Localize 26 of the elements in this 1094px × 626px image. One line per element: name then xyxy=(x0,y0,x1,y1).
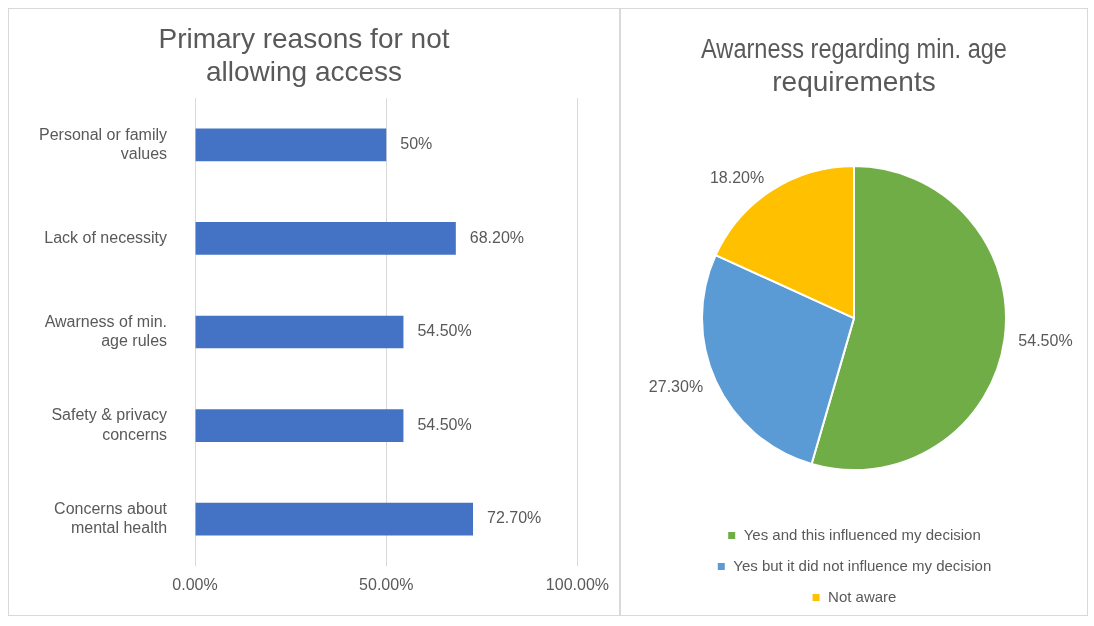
bar xyxy=(195,502,474,536)
x-tick-label: 0.00% xyxy=(172,575,218,593)
bar xyxy=(195,128,387,162)
legend-label: Yes and this influenced my decision xyxy=(743,525,981,543)
data-label: 68.20% xyxy=(469,228,525,246)
bar xyxy=(195,409,404,442)
data-label: 54.50% xyxy=(417,322,472,340)
chart-title: Primary reasons for not allowing access xyxy=(158,22,450,88)
chart-title: Awarness regarding min. age requirements xyxy=(701,32,1007,98)
data-label: 54.50% xyxy=(417,415,472,433)
legend-label: Not aware xyxy=(828,587,897,605)
bar xyxy=(195,222,456,255)
data-label: 27.30% xyxy=(648,377,704,395)
x-tick-label: 50.00% xyxy=(359,575,414,593)
y-tick-label: Lack of necessity xyxy=(44,228,168,246)
x-tick-label: 100.00% xyxy=(545,575,609,593)
data-label: 54.50% xyxy=(1018,331,1073,349)
y-tick-label: Safety & privacy concerns xyxy=(51,406,168,443)
y-tick-label: Concerns about mental health xyxy=(54,499,168,537)
y-tick-label: Awarness of min. age rules xyxy=(44,312,168,350)
data-label: 50% xyxy=(400,135,433,153)
y-tick-label: Personal or family values xyxy=(39,125,168,162)
data-label: 18.20% xyxy=(709,168,765,186)
legend-label: Yes but it did not influence my decision xyxy=(733,556,992,574)
bar xyxy=(195,315,404,349)
data-label: 72.70% xyxy=(487,509,542,527)
